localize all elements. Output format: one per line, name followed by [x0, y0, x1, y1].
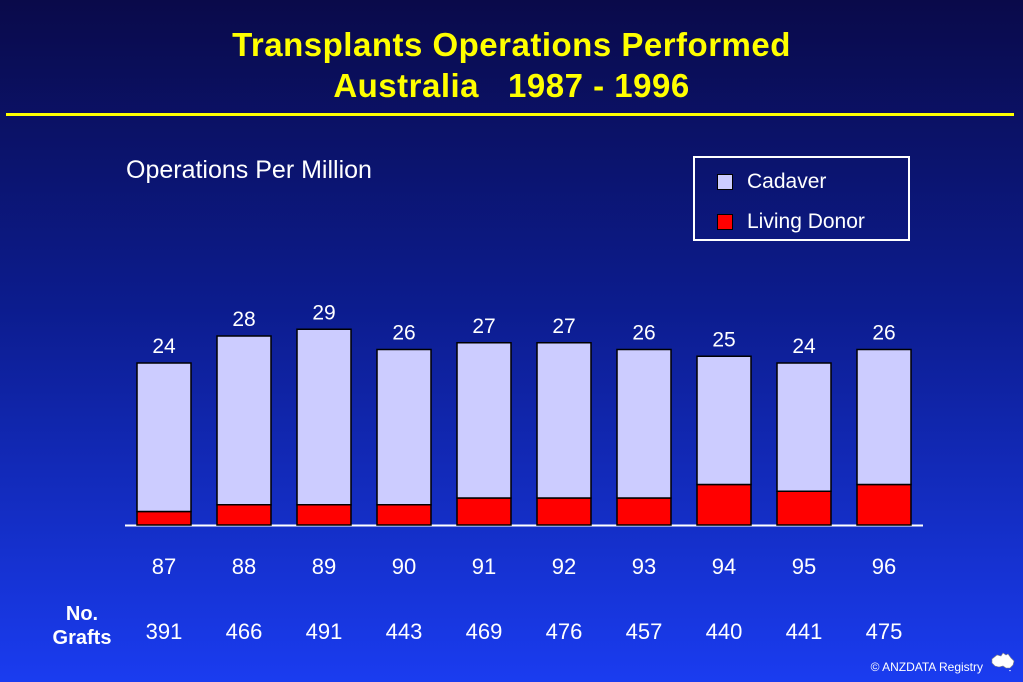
bar-cadaver-89	[296, 328, 352, 506]
x-tick-label-94: 94	[712, 554, 736, 579]
total-label-94: 25	[712, 328, 735, 351]
bar-living-donor-87	[136, 510, 192, 526]
total-label-95: 24	[792, 335, 816, 358]
copyright-text: © ANZDATA Registry	[870, 660, 983, 674]
total-label-90: 26	[392, 322, 415, 345]
legend-swatch-living-donor	[717, 214, 733, 230]
legend-item-living-donor: Living Donor	[717, 209, 865, 235]
bar-cadaver-90	[376, 348, 432, 506]
bar-cadaver-88	[216, 335, 272, 506]
grafts-value-90: 443	[386, 619, 423, 644]
grafts-value-92: 476	[546, 619, 583, 644]
total-label-96: 26	[872, 322, 895, 345]
grafts-value-96: 475	[866, 619, 903, 644]
x-tick-label-88: 88	[232, 554, 256, 579]
grafts-row-label: No. Grafts	[40, 602, 124, 650]
legend-item-cadaver: Cadaver	[717, 169, 826, 195]
chart-title-line-1: Transplants Operations Performed	[232, 26, 791, 63]
total-label-89: 29	[312, 301, 335, 324]
bar-cadaver-91	[456, 342, 512, 499]
total-label-88: 28	[232, 308, 255, 331]
chart-subtitle: Operations Per Million	[126, 156, 372, 184]
bar-living-donor-92	[536, 497, 592, 526]
bar-cadaver-95	[776, 362, 832, 492]
grafts-value-93: 457	[626, 619, 663, 644]
bar-living-donor-90	[376, 504, 432, 526]
chart-title-line-2: Australia 1987 - 1996	[333, 67, 690, 104]
bar-living-donor-88	[216, 504, 272, 526]
x-tick-label-92: 92	[552, 554, 576, 579]
total-label-93: 26	[632, 322, 655, 345]
x-tick-label-91: 91	[472, 554, 496, 579]
x-tick-label-95: 95	[792, 554, 816, 579]
bar-living-donor-89	[296, 504, 352, 526]
total-label-87: 24	[152, 335, 176, 358]
grafts-value-95: 441	[786, 619, 823, 644]
grafts-value-91: 469	[466, 619, 503, 644]
legend: Cadaver Living Donor	[693, 156, 910, 241]
title-divider	[6, 113, 1014, 116]
grafts-row-label-line-1: No.	[65, 603, 99, 625]
bar-living-donor-95	[776, 490, 832, 526]
legend-swatch-cadaver	[717, 174, 733, 190]
x-tick-label-87: 87	[152, 554, 176, 579]
legend-label-cadaver: Cadaver	[747, 170, 827, 193]
bar-cadaver-96	[856, 348, 912, 486]
x-tick-label-89: 89	[312, 554, 336, 579]
x-tick-label-96: 96	[872, 554, 896, 579]
bar-cadaver-92	[536, 342, 592, 499]
australia-map-logo-icon	[991, 652, 1015, 672]
x-tick-label-93: 93	[632, 554, 656, 579]
bar-living-donor-91	[456, 497, 512, 526]
bar-cadaver-87	[136, 362, 192, 513]
total-label-91: 27	[472, 315, 495, 338]
grafts-value-87: 391	[146, 619, 183, 644]
x-tick-label-90: 90	[392, 554, 416, 579]
legend-label-living-donor: Living Donor	[747, 210, 865, 233]
grafts-value-94: 440	[706, 619, 743, 644]
grafts-value-88: 466	[226, 619, 263, 644]
bar-cadaver-94	[696, 355, 752, 486]
bar-cadaver-93	[616, 348, 672, 499]
grafts-row-label-line-2: Grafts	[52, 627, 112, 649]
total-label-92: 27	[552, 315, 575, 338]
bar-living-donor-96	[856, 483, 912, 526]
grafts-value-89: 491	[306, 619, 343, 644]
bar-living-donor-94	[696, 483, 752, 526]
bar-living-donor-93	[616, 497, 672, 526]
